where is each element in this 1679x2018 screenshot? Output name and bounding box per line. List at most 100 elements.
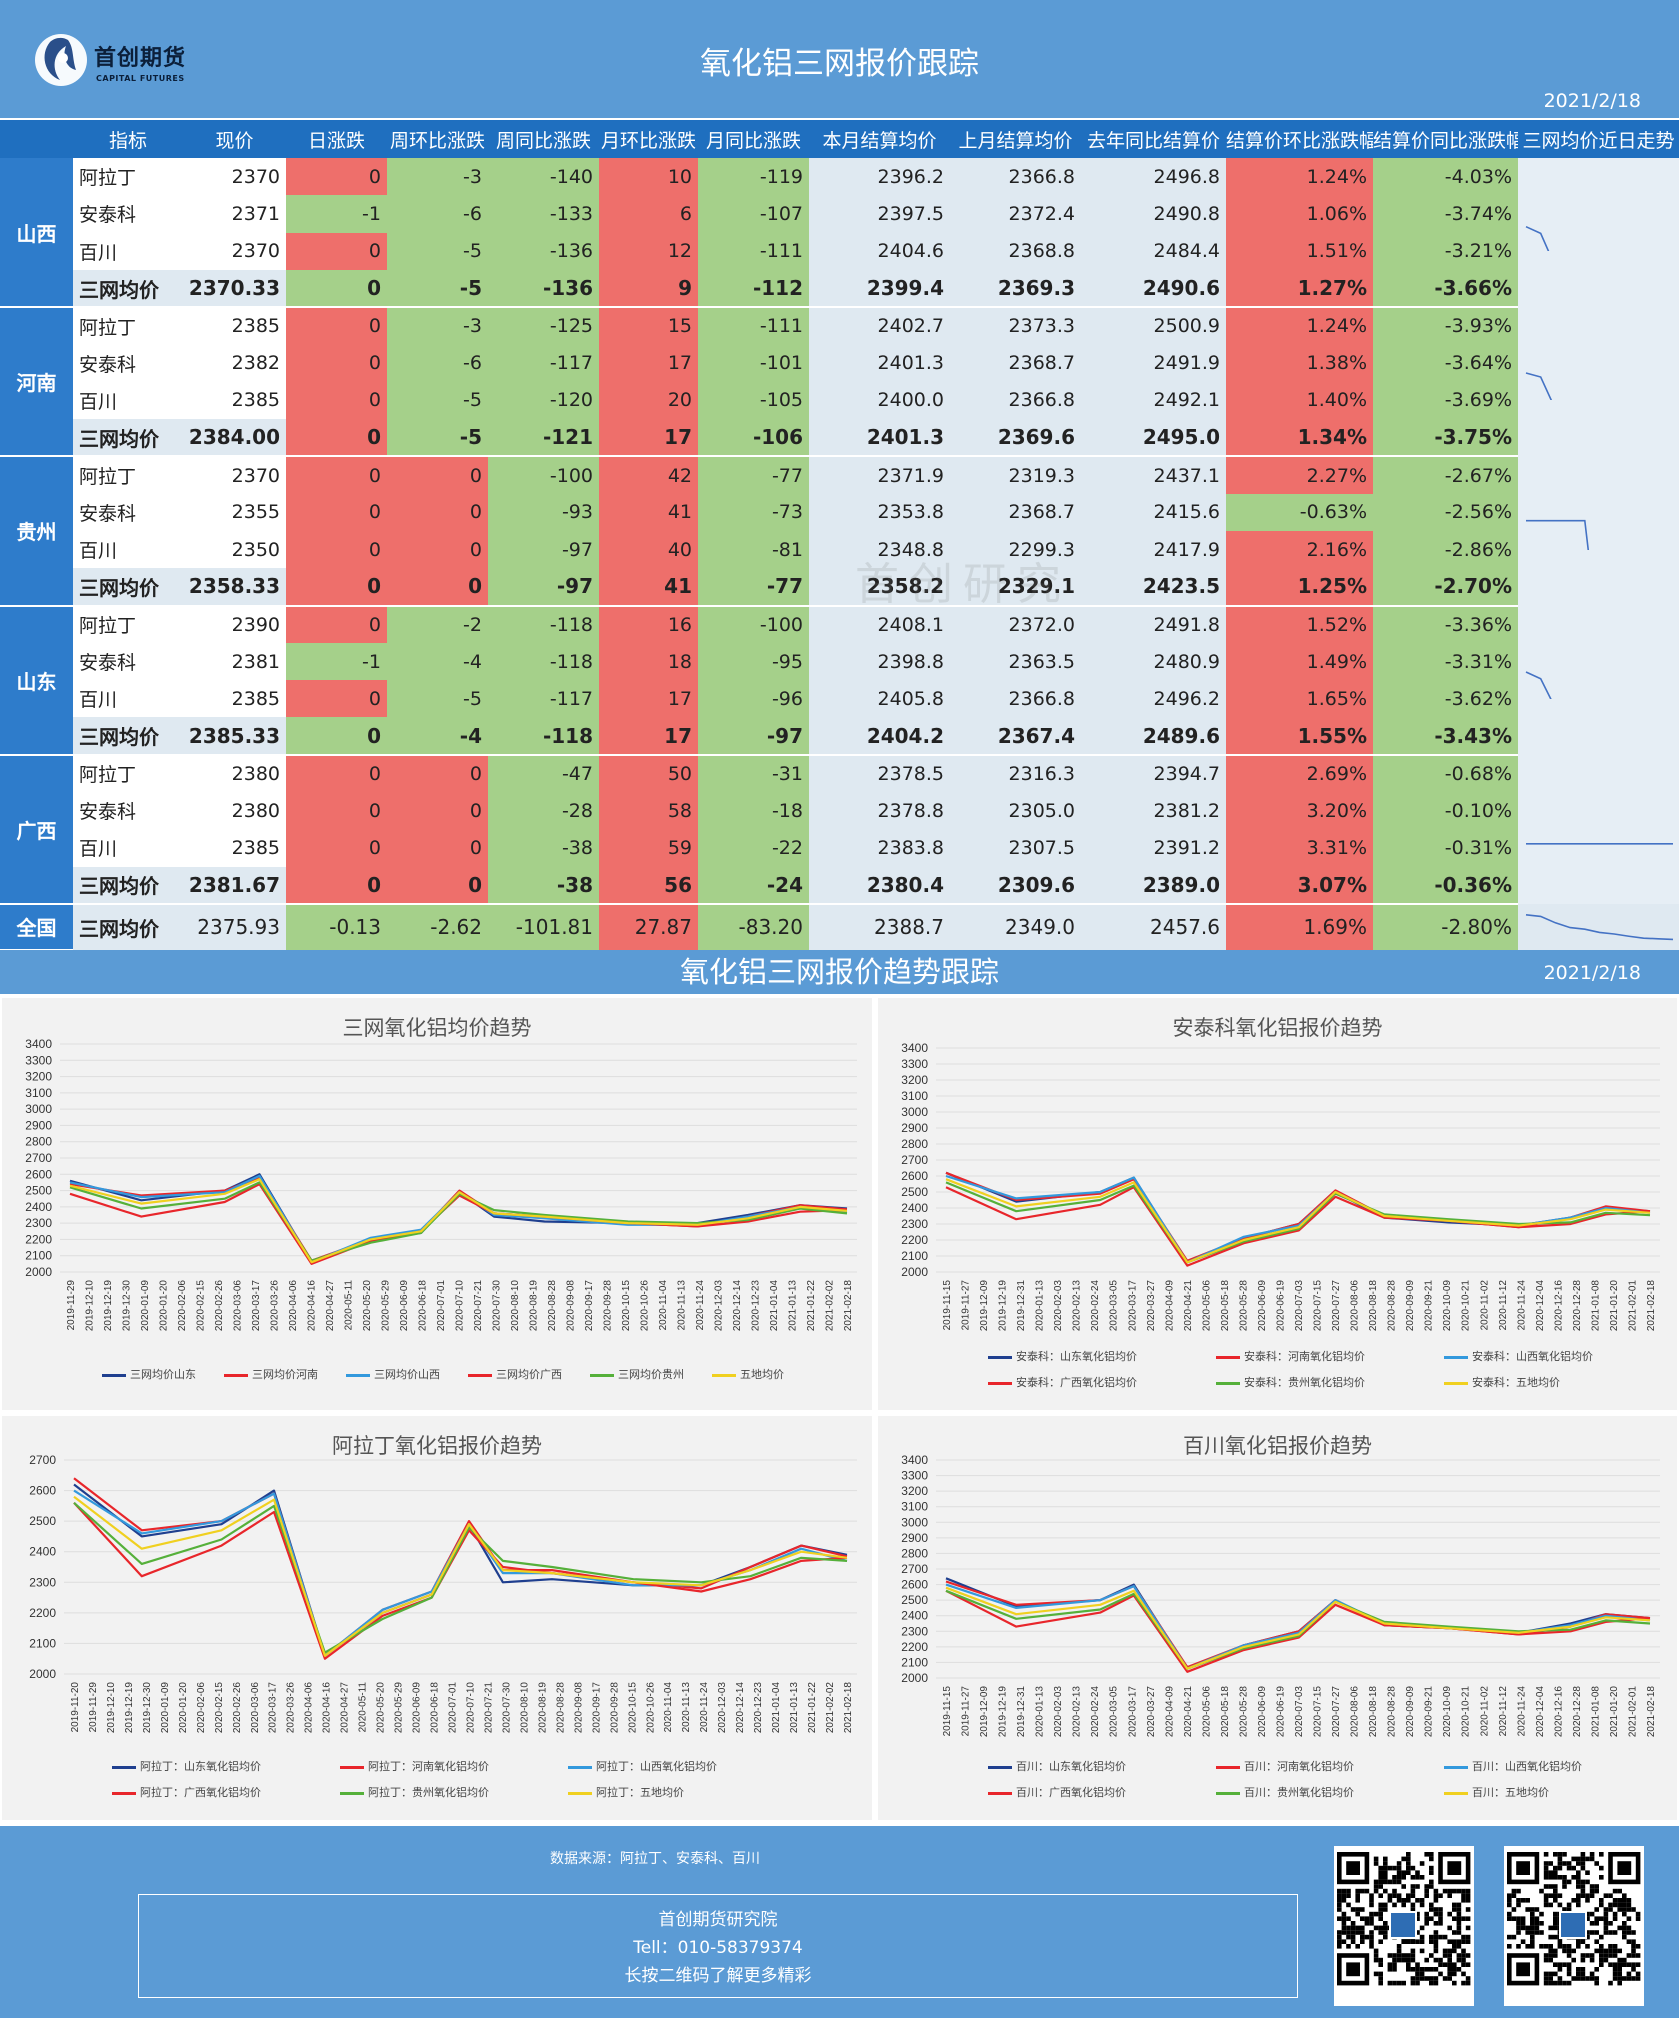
data-cell: 2401.3	[809, 344, 950, 382]
qr-module	[1378, 1962, 1383, 1967]
qr-module	[1392, 1980, 1397, 1986]
qr-module	[1562, 1861, 1567, 1866]
data-cell: 2384.00	[183, 419, 286, 458]
qr-module	[1369, 1921, 1374, 1926]
qr-module	[1452, 1916, 1457, 1921]
sparkline-trend	[1525, 670, 1552, 699]
qr-module	[1622, 1902, 1627, 1908]
qr-module	[1599, 1962, 1604, 1967]
x-tick-label: 2020-06-18	[430, 1682, 441, 1734]
qr-module	[1442, 1888, 1448, 1894]
qr-module	[1553, 1852, 1558, 1857]
qr-module	[1599, 1902, 1604, 1908]
qr-module	[1406, 1865, 1411, 1871]
data-cell: 27.87	[599, 903, 698, 950]
data-cell: 2401.3	[809, 419, 950, 458]
y-tick-label: 2900	[901, 1121, 928, 1135]
data-cell: -83.20	[698, 903, 809, 950]
qr-module	[1373, 1879, 1379, 1885]
qr-module	[1378, 1976, 1383, 1981]
legend-label: 阿拉丁：贵州氧化铝均价	[368, 1786, 489, 1799]
qr-module	[1617, 1898, 1622, 1903]
qr-module	[1452, 1967, 1457, 1972]
x-tick-label: 2019-12-30	[122, 1280, 133, 1332]
qr-module	[1557, 1865, 1563, 1871]
qr-module	[1433, 1934, 1439, 1940]
data-cell: 17	[599, 419, 698, 458]
qr-module	[1594, 1884, 1599, 1889]
qr-module	[1599, 1957, 1604, 1963]
qr-module	[1612, 1948, 1618, 1954]
qr-module	[1410, 1902, 1416, 1908]
x-tick-label: 2020-10-21	[1461, 1280, 1472, 1332]
column-header: 去年同比结算价	[1081, 120, 1226, 158]
qr-module	[1438, 1893, 1443, 1898]
chart-panel-baichuan: 百川氧化铝报价趋势 3400 3300 3200 3100 3000 2900 2800 270…	[878, 1416, 1677, 1820]
legend-label: 安泰科：广西氧化铝均价	[1016, 1376, 1137, 1389]
data-cell: -93	[488, 493, 599, 531]
data-cell: 2399.4	[809, 269, 950, 309]
table-row: 贵州 阿拉丁 2370 0 0 -100 42 -77 2371.9 2319.3 2437.1 2.…	[0, 456, 1679, 607]
x-tick-label: 2020-02-26	[214, 1280, 225, 1332]
y-tick-label: 2400	[25, 1200, 52, 1214]
qr-code-1[interactable]	[1334, 1846, 1474, 2006]
legend-swatch	[102, 1373, 126, 1377]
qr-module	[1525, 1925, 1530, 1931]
qr-module	[1452, 1930, 1457, 1935]
data-cell: -47	[488, 754, 599, 793]
x-tick-label: 2020-12-16	[1553, 1280, 1564, 1332]
qr-module	[1635, 1971, 1641, 1977]
x-tick-label: 2021-02-18	[1646, 1280, 1657, 1332]
x-tick-label: 2020-11-04	[658, 1280, 669, 1331]
y-tick-label: 2100	[901, 1249, 928, 1263]
qr-module	[1520, 1898, 1526, 1903]
qr-module	[1461, 1953, 1466, 1958]
y-tick-label: 3300	[901, 1469, 928, 1483]
qr-module	[1576, 1861, 1581, 1866]
qr-module	[1516, 1902, 1521, 1908]
table-row: 安泰科 2382 0 -6 -117 17 -101 2401.3 2368.7 2491.9 1.…	[0, 344, 1679, 382]
qr-module	[1461, 1980, 1466, 1986]
data-cell: 0	[286, 307, 387, 345]
qr-module	[1603, 1925, 1609, 1931]
qr-module	[1410, 1980, 1416, 1986]
qr-module	[1530, 1907, 1535, 1912]
qr-module	[1373, 1925, 1379, 1931]
qr-module	[1419, 1934, 1425, 1940]
x-tick-label: 2020-07-01	[436, 1280, 447, 1332]
qr-code-2[interactable]	[1504, 1846, 1644, 2006]
qr-module	[1438, 1934, 1443, 1940]
qr-module	[1608, 1944, 1613, 1949]
qr-module	[1350, 1907, 1356, 1912]
qr-module	[1585, 1870, 1590, 1875]
data-cell: 2370.33	[183, 269, 286, 309]
qr-module	[1617, 1957, 1622, 1963]
qr-module	[1530, 1916, 1535, 1921]
data-cell: 2378.8	[809, 792, 950, 830]
qr-module	[1594, 1907, 1599, 1912]
data-cell: 2396.2	[809, 158, 950, 196]
qr-module	[1341, 1925, 1347, 1931]
qr-module	[1626, 1907, 1632, 1912]
data-cell: 2405.8	[809, 680, 950, 718]
qr-module	[1576, 1884, 1581, 1889]
qr-module	[1603, 1957, 1609, 1963]
qr-module	[1534, 1930, 1540, 1935]
y-tick-label: 3300	[901, 1057, 928, 1071]
qr-module	[1608, 1907, 1613, 1912]
qr-module	[1617, 1980, 1622, 1986]
qr-module	[1415, 1875, 1420, 1880]
data-cell: 0	[387, 792, 488, 830]
qr-module	[1617, 1948, 1622, 1954]
qr-module	[1543, 1953, 1549, 1958]
data-cell: 2391.2	[1081, 829, 1226, 867]
qr-module	[1419, 1971, 1425, 1977]
qr-module	[1433, 1967, 1439, 1972]
average-row: 三网均价 2370.33 0 -5 -136 9 -112 2399.4 2369.3 2490.…	[0, 269, 1679, 309]
data-cell: -97	[488, 530, 599, 569]
column-header: 三网均价近日走势	[1518, 120, 1679, 158]
sparkline-line	[1525, 670, 1552, 699]
qr-module	[1373, 1856, 1379, 1862]
qr-module	[1548, 1893, 1553, 1898]
data-cell: -1	[286, 642, 387, 681]
